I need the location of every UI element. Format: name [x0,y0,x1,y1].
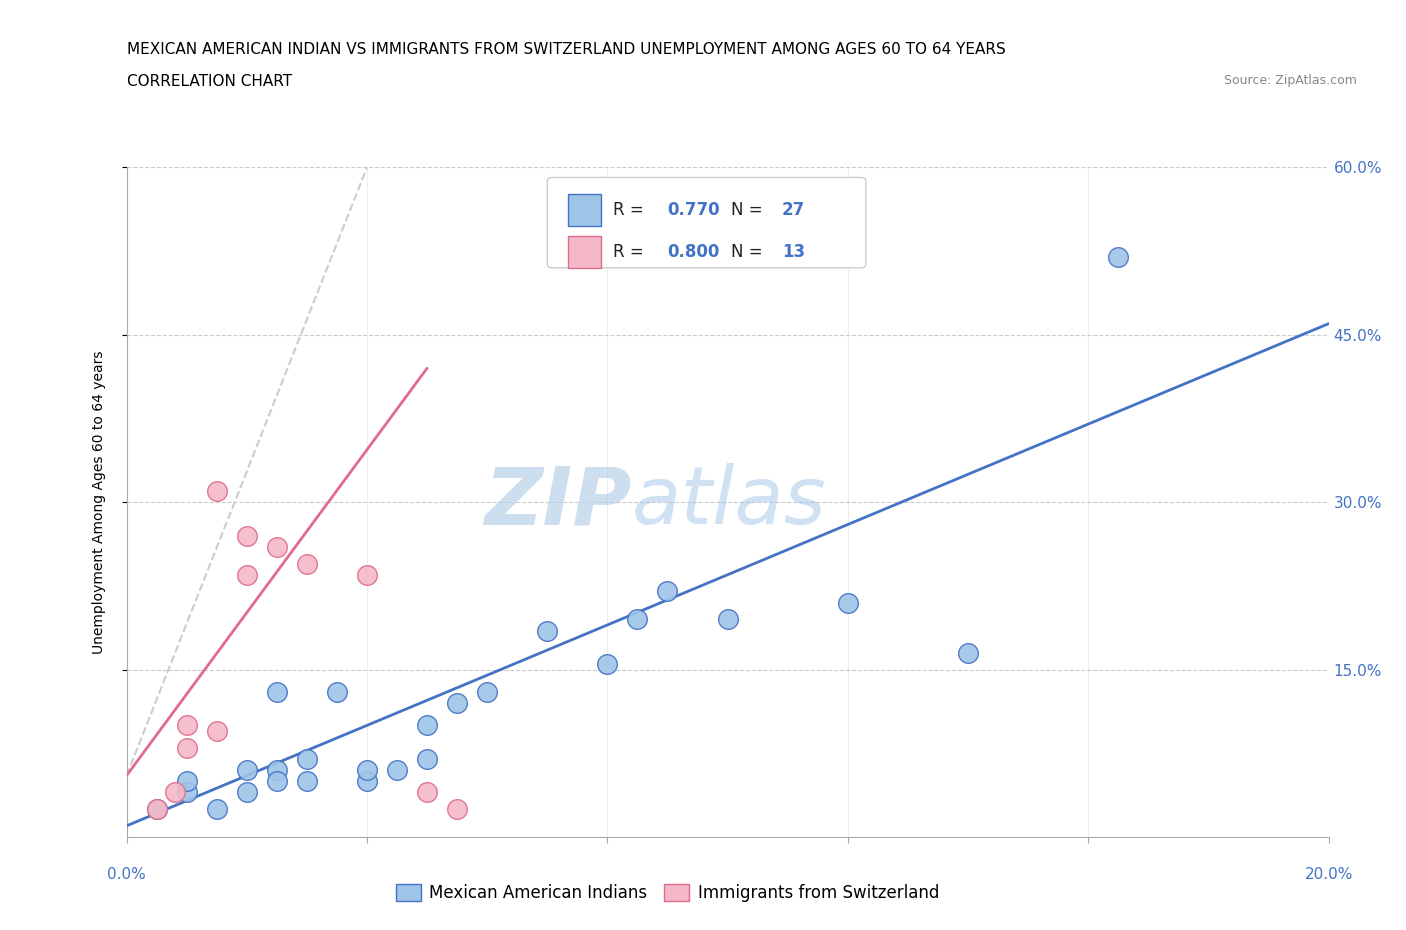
Point [266,539,288,554]
FancyBboxPatch shape [547,178,866,268]
Text: Source: ZipAtlas.com: Source: ZipAtlas.com [1223,74,1357,87]
Point [416,785,439,800]
Point [176,740,198,755]
Point [837,595,859,610]
Point [626,612,648,627]
Point [205,484,228,498]
Point [145,802,167,817]
Point [176,774,198,789]
Point [596,657,619,671]
Text: MEXICAN AMERICAN INDIAN VS IMMIGRANTS FROM SWITZERLAND UNEMPLOYMENT AMONG AGES 6: MEXICAN AMERICAN INDIAN VS IMMIGRANTS FR… [127,42,1005,57]
Text: 0.0%: 0.0% [107,867,146,883]
Y-axis label: Unemployment Among Ages 60 to 64 years: Unemployment Among Ages 60 to 64 years [91,351,105,654]
Point [385,763,408,777]
Point [475,684,498,699]
Text: 20.0%: 20.0% [1305,867,1353,883]
Point [356,763,378,777]
Point [145,802,167,817]
Point [716,612,740,627]
Point [266,774,288,789]
Bar [568,236,602,268]
Point [235,528,259,543]
Text: R =: R = [613,243,650,261]
Point [416,751,439,766]
Text: 0.800: 0.800 [668,243,720,261]
Point [1107,249,1129,264]
Point [446,802,468,817]
Bar [568,194,602,226]
Text: 13: 13 [782,243,804,261]
Text: ZIP: ZIP [484,463,631,541]
Point [205,802,228,817]
Point [295,751,318,766]
Text: R =: R = [613,201,650,219]
Text: N =: N = [731,201,768,219]
Point [266,763,288,777]
Point [295,556,318,571]
Point [356,774,378,789]
Point [956,645,979,660]
Point [163,785,186,800]
Point [266,684,288,699]
Point [235,785,259,800]
Point [446,696,468,711]
Point [356,567,378,582]
Point [235,763,259,777]
Text: 0.770: 0.770 [668,201,720,219]
Text: 27: 27 [782,201,806,219]
Point [326,684,349,699]
Legend: Mexican American Indians, Immigrants from Switzerland: Mexican American Indians, Immigrants fro… [389,878,946,909]
Point [295,774,318,789]
Text: CORRELATION CHART: CORRELATION CHART [127,74,291,89]
Point [657,584,679,599]
Point [235,567,259,582]
Text: N =: N = [731,243,768,261]
Point [536,623,558,638]
Text: atlas: atlas [631,463,827,541]
Point [176,718,198,733]
Point [205,724,228,738]
Point [176,785,198,800]
Point [416,718,439,733]
